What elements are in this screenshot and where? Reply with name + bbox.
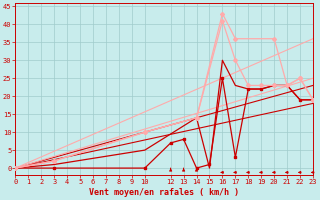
X-axis label: Vent moyen/en rafales ( km/h ): Vent moyen/en rafales ( km/h ) (89, 188, 239, 197)
